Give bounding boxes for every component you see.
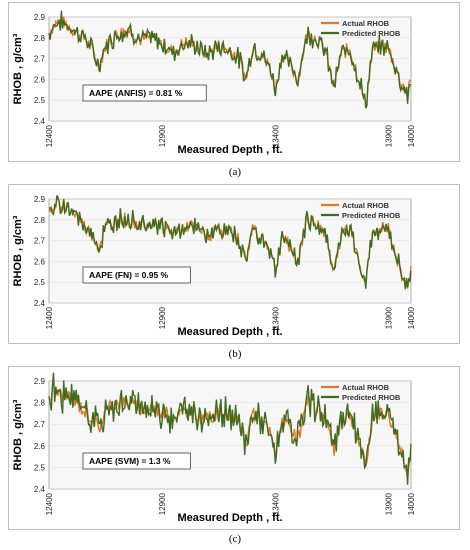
y-tick-label: 2.9	[34, 195, 46, 204]
y-tick-label: 2.8	[34, 399, 46, 408]
x-axis-title: Measured Depth , ft.	[177, 326, 282, 338]
chart-panel-a: 2.4 2.5 2.6 2.7 2.8 2.9 12400 12900 13400 13900 14…	[8, 2, 460, 162]
y-tick-label: 2.5	[34, 96, 46, 105]
legend-label: Predicted RHOB	[342, 211, 401, 220]
annotation-text: AAPE (FN) = 0.95 %	[89, 270, 169, 280]
legend-label: Actual RHOB	[342, 201, 390, 210]
y-tick-label: 2.8	[34, 34, 46, 43]
legend-label: Actual RHOB	[342, 19, 390, 28]
annotation-text: AAPE (SVM) = 1.3 %	[89, 456, 171, 466]
x-tick-label: 14000	[407, 124, 416, 147]
x-tick-label: 13400	[271, 492, 280, 515]
chart-c: 2.4 2.5 2.6 2.7 2.8 2.9 12400 12900 13400 13900 14…	[12, 372, 416, 524]
x-tick-label: 12400	[45, 492, 54, 515]
annotation-text: AAPE (ANFIS) = 0.81 %	[89, 88, 183, 98]
y-tick-label: 2.7	[34, 420, 46, 429]
y-tick-label: 2.5	[34, 463, 46, 472]
y-tick-label: 2.6	[34, 257, 46, 266]
x-tick-label: 12400	[45, 124, 54, 147]
x-tick-label: 13900	[384, 124, 393, 147]
caption-b: (b)	[228, 348, 242, 360]
x-tick-label: 12900	[158, 492, 167, 515]
caption-c: (c)	[228, 533, 242, 545]
y-tick-label: 2.4	[34, 485, 46, 494]
x-tick-label: 12400	[45, 306, 54, 329]
y-tick-label: 2.6	[34, 442, 46, 451]
caption-a: (a)	[228, 166, 242, 178]
y-tick-label: 2.8	[34, 216, 46, 225]
x-axis-title: Measured Depth , ft.	[177, 144, 282, 156]
x-axis-title: Measured Depth , ft.	[177, 512, 282, 524]
annotation-box	[82, 452, 191, 470]
x-tick-label: 13400	[271, 306, 280, 329]
y-tick-label: 2.9	[34, 13, 46, 22]
x-tick-label: 13900	[384, 492, 393, 515]
annotation-box	[82, 84, 207, 102]
x-tick-label: 12900	[158, 306, 167, 329]
chart-a: 2.4 2.5 2.6 2.7 2.8 2.9 12400 12900 13400 13900 14…	[12, 10, 416, 156]
y-axis-title: RHOB , g/cm³	[12, 399, 24, 470]
plot-area	[48, 380, 412, 490]
x-tick-label: 12900	[158, 124, 167, 147]
x-tick-label: 14000	[407, 492, 416, 515]
series-predicted-rhob	[48, 372, 412, 485]
legend-label: Predicted RHOB	[342, 393, 401, 402]
chart-b: 2.4 2.5 2.6 2.7 2.8 2.9 12400 12900 13400 13900 14…	[12, 195, 416, 338]
x-tick-label: 13900	[384, 306, 393, 329]
legend-label: Predicted RHOB	[342, 29, 401, 38]
y-axis-title: RHOB , g/cm³	[12, 215, 24, 286]
y-axis-title: RHOB , g/cm³	[12, 33, 24, 104]
y-tick-label: 2.5	[34, 278, 46, 287]
x-tick-label: 14000	[407, 306, 416, 329]
y-tick-label: 2.7	[34, 55, 46, 64]
x-tick-label: 13400	[271, 124, 280, 147]
series-predicted-rhob	[48, 10, 412, 109]
chart-panel-b: 2.4 2.5 2.6 2.7 2.8 2.9 12400 12900 13400 13900 14…	[8, 184, 460, 344]
legend-label: Actual RHOB	[342, 383, 390, 392]
y-tick-label: 2.4	[34, 117, 46, 126]
y-tick-label: 2.6	[34, 75, 46, 84]
y-tick-label: 2.7	[34, 237, 46, 246]
chart-panel-c: 2.4 2.5 2.6 2.7 2.8 2.9 12400 12900 13400 13900 14…	[8, 366, 460, 530]
annotation-box	[82, 266, 191, 284]
y-tick-label: 2.4	[34, 299, 46, 308]
y-tick-label: 2.9	[34, 377, 46, 386]
plot-area	[48, 16, 412, 122]
series-predicted-rhob	[48, 195, 412, 290]
